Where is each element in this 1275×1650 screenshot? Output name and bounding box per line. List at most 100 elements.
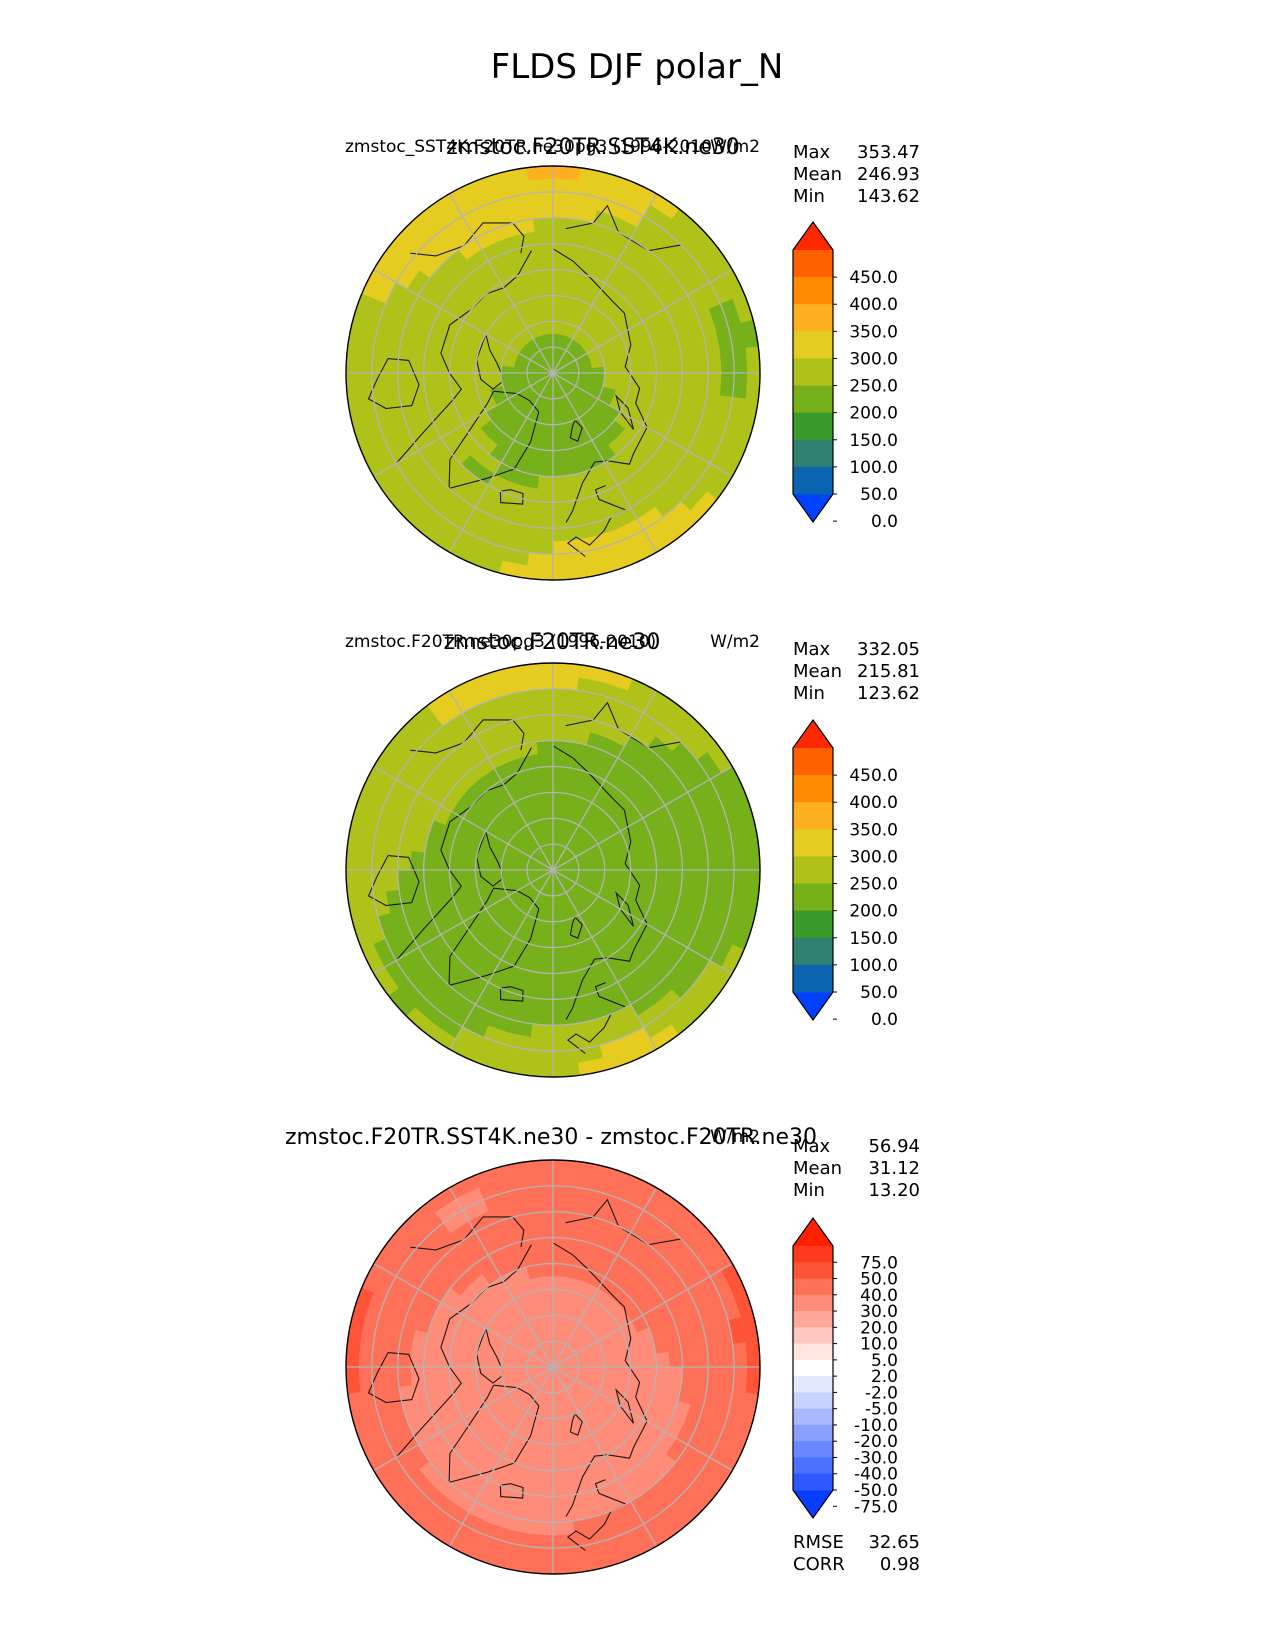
field-cell xyxy=(535,1482,554,1497)
meridian-line xyxy=(448,193,554,374)
colorbar-bin xyxy=(793,1359,833,1377)
stat-value: 143.62 xyxy=(857,186,920,207)
field-cell xyxy=(719,372,735,397)
field-cell xyxy=(462,869,477,883)
field-cell xyxy=(384,869,400,893)
meridian-line xyxy=(448,869,554,1050)
field-cell xyxy=(552,766,567,781)
colorbar-bin xyxy=(793,250,833,278)
colorbar-tick-label: 0.0 xyxy=(871,1010,898,1030)
panel-2: zmstoc.F20TR.ne30 zmstoc.F20TR.ne30pg3 (… xyxy=(345,630,920,1078)
field-cell xyxy=(552,1301,562,1317)
field-cell xyxy=(642,1353,657,1368)
colorbar-bin xyxy=(793,1376,833,1393)
field-cell xyxy=(525,565,554,580)
field-cell xyxy=(532,1010,554,1026)
field-cell xyxy=(732,869,748,896)
colorbar-bin xyxy=(793,358,833,387)
colorbar-bin xyxy=(793,748,833,776)
coastline xyxy=(367,855,420,907)
field-cell xyxy=(552,688,577,704)
colorbar-bin xyxy=(793,964,833,993)
field-cell xyxy=(552,1198,576,1214)
field-cell xyxy=(544,920,554,936)
colorbar-bin xyxy=(793,775,833,803)
field-cell xyxy=(552,178,579,194)
metric-value: 0.98 xyxy=(880,1554,920,1575)
field-cell xyxy=(384,350,400,374)
field-cell xyxy=(529,191,554,207)
colorbar-tick-label: 450.0 xyxy=(849,268,898,288)
field-cell xyxy=(552,565,581,580)
coastline xyxy=(367,1352,420,1404)
stat-value: 215.81 xyxy=(857,661,920,682)
field-cell xyxy=(642,1366,657,1381)
field-cell xyxy=(527,1546,554,1562)
field-cell xyxy=(552,1469,569,1484)
field-cell xyxy=(358,869,374,896)
colorbar-bin xyxy=(793,937,833,966)
field-cell xyxy=(346,869,361,898)
field-cell xyxy=(668,372,683,391)
field-cell xyxy=(540,779,554,794)
field-cell xyxy=(423,869,438,888)
coastline xyxy=(615,394,635,430)
panel-3-metrics: RMSE 32.65 CORR 0.98 xyxy=(793,1532,920,1575)
field-cell xyxy=(552,488,571,503)
colorbar-tick-label: 100.0 xyxy=(849,956,898,976)
field-cell xyxy=(706,372,722,396)
field-cell xyxy=(397,1366,413,1388)
stat-label: Mean xyxy=(793,164,842,185)
field-cell xyxy=(603,869,619,879)
field-cell xyxy=(552,1559,581,1574)
field-cell xyxy=(462,857,477,871)
field-cell xyxy=(423,1366,438,1385)
field-cell xyxy=(527,552,554,568)
meridian-line xyxy=(448,372,554,553)
field-cell xyxy=(552,462,567,477)
stat-value: 332.05 xyxy=(857,639,920,660)
field-cell xyxy=(552,997,572,1013)
field-cell xyxy=(371,349,387,374)
colorbar-tick-label: 10.0 xyxy=(860,1335,898,1355)
stat-value: 123.62 xyxy=(857,683,920,704)
field-cell xyxy=(552,1494,572,1510)
colorbar-bin xyxy=(793,385,833,414)
field-cell xyxy=(552,526,576,542)
field-cell xyxy=(552,959,567,974)
field-cell xyxy=(719,846,735,871)
coastline xyxy=(565,204,682,252)
field-cell xyxy=(534,997,554,1013)
field-cell xyxy=(527,178,554,194)
field-cell xyxy=(680,354,696,374)
field-cell xyxy=(449,1353,464,1368)
field-cell xyxy=(358,1341,374,1368)
colorbar-extend-min xyxy=(793,992,833,1020)
field-cell xyxy=(540,449,554,464)
field-cell xyxy=(552,1546,579,1562)
field-cell xyxy=(552,1456,567,1471)
field-cell xyxy=(534,500,554,516)
meridian-line xyxy=(552,1366,733,1472)
field-cell xyxy=(358,844,374,871)
colorbar-extend-max xyxy=(793,1218,833,1246)
field-cell xyxy=(534,1494,554,1510)
field-cell xyxy=(552,1172,579,1188)
field-cell xyxy=(655,357,670,374)
meridian-line xyxy=(373,765,554,871)
field-cell xyxy=(532,714,554,730)
colorbar-bin xyxy=(793,883,833,912)
field-cell xyxy=(462,1354,477,1368)
field-cell xyxy=(525,1062,554,1077)
field-cell xyxy=(358,347,374,374)
field-cell xyxy=(397,372,413,394)
colorbar-bin xyxy=(793,1246,833,1263)
coastline xyxy=(395,1244,532,1458)
coastline xyxy=(565,701,682,749)
stat-value: 13.20 xyxy=(868,1180,920,1201)
colorbar-tick-label: 250.0 xyxy=(849,377,898,397)
field-cell xyxy=(530,204,554,220)
colorbar-tick-label: 20.0 xyxy=(860,1318,898,1338)
field-cell xyxy=(449,359,464,374)
field-cell xyxy=(745,842,760,871)
